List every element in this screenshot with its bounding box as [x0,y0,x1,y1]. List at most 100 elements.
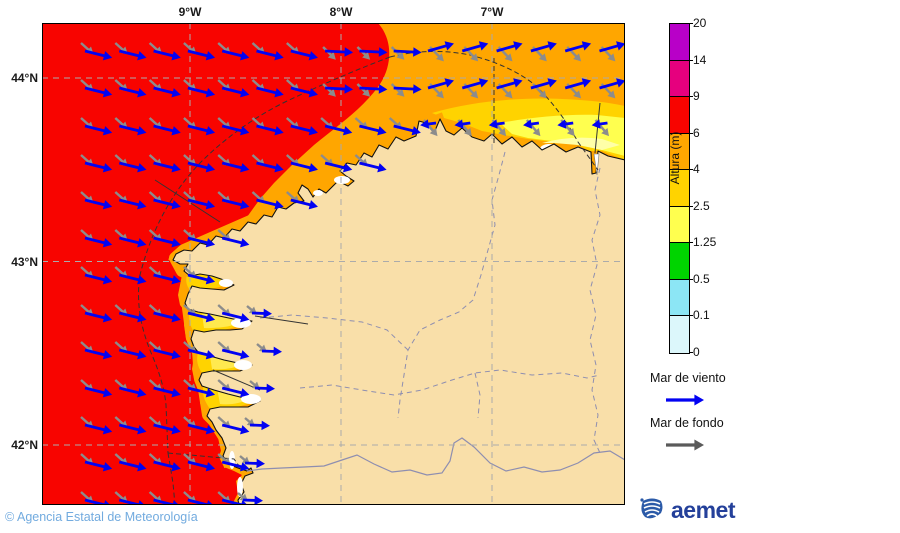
colorbar-tick-mark [689,96,693,98]
colorbar-segment [670,243,689,280]
sea-state-arrow-pair [148,304,181,323]
colorbar-title: Altura (m) [668,131,682,185]
colorbar-tick-mark [689,352,693,353]
sea-state-arrow-pair [183,79,216,98]
sea-state-arrow-pair [251,117,284,136]
sea-state-arrow-pair [488,119,507,137]
wave-height-colorbar [669,23,690,354]
sea-state-arrow-pair [114,154,147,173]
sea-state-arrow-pair [148,453,181,472]
sea-state-arrow-pair [217,379,250,398]
sea-state-arrow-pair [114,304,147,323]
sea-state-arrow-pair [461,78,489,99]
sea-state-arrow-pair [244,417,270,431]
sea-state-arrow-pair [285,117,318,136]
colorbar-tick-label: 0.1 [693,308,710,323]
sea-state-arrow-pair [114,117,147,136]
sea-state-arrow-pair [496,41,523,62]
sea-state-arrow-pair [390,83,422,97]
colorbar-tick-mark [689,132,693,134]
aemet-logo-icon [640,498,663,519]
sea-state-arrow-pair [217,453,250,472]
sea-state-arrow-pair [591,119,609,137]
sea-state-arrow-pair [564,41,592,62]
sea-state-arrow-pair [322,46,354,60]
sea-state-arrow-pair [251,79,284,98]
sea-state-arrow-pair [217,416,250,435]
colorbar-tick-mark [689,242,693,244]
colorbar-segment [670,133,689,171]
sea-state-arrow-pair [217,42,250,61]
x-tick-label: 9°W [178,5,202,19]
sea-state-arrow-pair [354,154,387,173]
sea-state-arrow-pair [217,154,250,173]
arrow-field [80,41,625,505]
sea-state-arrow-pair [251,42,284,61]
colorbar-segment [670,170,689,207]
colorbar-tick-label: 6 [693,125,700,140]
sea-state-arrow-pair [80,117,113,136]
sea-state-arrow-pair [183,117,216,136]
sea-state-arrow-pair [354,117,387,136]
sea-state-arrow-pair [322,83,354,97]
sea-state-arrow-pair [148,416,181,435]
sea-state-arrow-pair [80,341,113,360]
sea-state-arrow-pair [183,266,216,285]
sea-state-arrow-pair [217,117,250,136]
sea-state-arrow-pair [557,119,575,137]
aemet-logo: aemet [637,495,735,525]
sea-state-arrow-pair [114,453,147,472]
sea-state-arrow-pair [183,42,216,61]
sea-state-arrow-pair [80,79,113,98]
sea-state-arrow-pair [461,41,489,62]
colorbar-tick-label: 0 [693,345,700,359]
sea-state-arrow-pair [148,266,181,285]
sea-state-arrow-pair [599,41,625,62]
sea-state-arrow-pair [239,455,265,469]
x-tick-label: 7°W [480,5,504,19]
colorbar-tick-mark [689,315,693,317]
colorbar-tick-label: 9 [693,89,700,104]
colorbar-tick-mark [689,205,693,207]
sea-state-arrow-pair [217,79,250,98]
y-tick-label: 42°N [11,438,38,452]
sea-state-arrow-pair [148,379,181,398]
x-tick-label: 8°W [329,5,353,19]
sea-state-arrow-pair [114,341,147,360]
colorbar-tick-label: 2.5 [693,198,710,213]
sea-state-arrow-pair [530,41,557,62]
sea-state-arrow-pair [183,304,216,323]
copyright-text: © Agencia Estatal de Meteorología [5,510,198,524]
sea-state-arrow-pair [183,341,216,360]
sea-state-arrow-pair [599,78,625,99]
sea-state-arrow-pair [496,78,523,99]
sea-state-arrow-pair [183,154,216,173]
sea-state-arrow-pair [251,154,284,173]
graticule [42,23,625,505]
colorbar-tick-label: 4 [693,162,700,177]
sea-state-arrow-pair [80,191,113,210]
sea-state-arrow-pair [148,79,181,98]
sea-state-arrow-pair [251,191,284,210]
colorbar-tick-mark [689,169,693,171]
sea-state-arrow-pair [427,41,454,62]
sea-state-arrow-pair [256,343,282,357]
sea-state-arrow-pair [420,119,438,137]
map-area [42,23,625,505]
sea-state-arrow-pair [80,266,113,285]
sea-state-arrow-pair [285,79,318,98]
sea-state-arrow-pair [217,304,250,323]
colorbar-tick-mark [689,23,693,24]
colorbar-tick-label: 20 [693,16,707,30]
colorbar-segment [670,24,689,61]
sea-state-arrow-pair [114,379,147,398]
sea-state-arrow-pair [388,117,421,136]
sea-state-arrow-pair [217,341,250,360]
river-minho [246,437,625,476]
sea-state-arrow-pair [148,42,181,61]
sea-state-arrow-pair [183,191,216,210]
colorbar-segment [670,316,689,353]
aemet-logo-text: aemet [671,496,735,523]
sea-state-arrow-pair [80,42,113,61]
sea-state-arrow-pair [114,191,147,210]
